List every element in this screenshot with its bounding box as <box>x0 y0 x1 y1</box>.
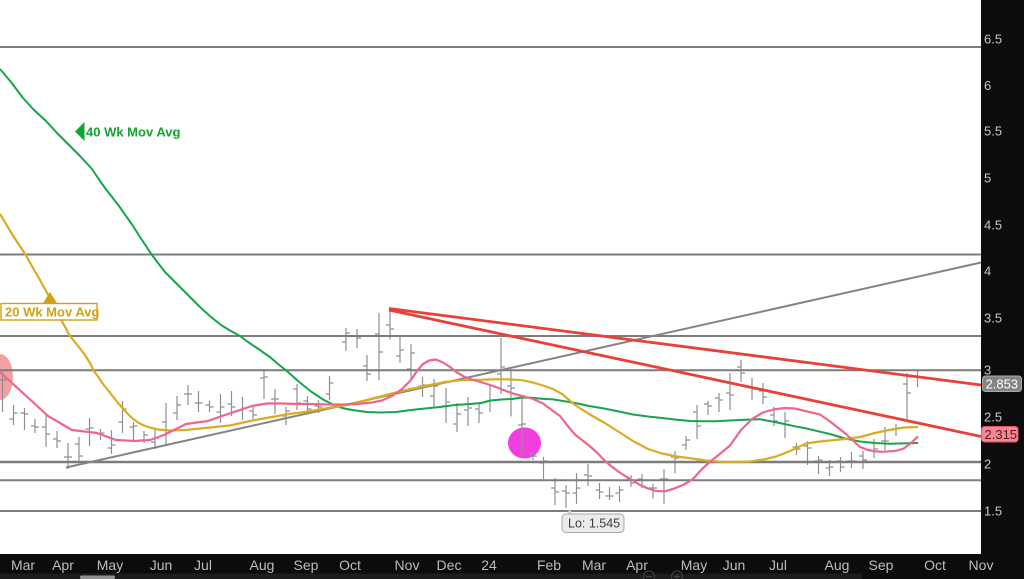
svg-text:Dec: Dec <box>437 557 462 573</box>
svg-text:Nov: Nov <box>395 557 420 573</box>
svg-text:3.5: 3.5 <box>984 311 1002 326</box>
svg-text:Sep: Sep <box>294 557 319 573</box>
svg-text:Aug: Aug <box>250 557 275 573</box>
svg-text:Apr: Apr <box>52 557 74 573</box>
svg-text:Jun: Jun <box>150 557 173 573</box>
svg-text:Oct: Oct <box>339 557 361 573</box>
svg-text:6.5: 6.5 <box>984 32 1002 47</box>
svg-text:24: 24 <box>481 557 497 573</box>
svg-text:Aug: Aug <box>825 557 850 573</box>
svg-text:Jul: Jul <box>769 557 787 573</box>
svg-text:Mar: Mar <box>11 557 35 573</box>
svg-text:5: 5 <box>984 171 991 186</box>
svg-text:May: May <box>97 557 123 573</box>
svg-text:Apr: Apr <box>626 557 648 573</box>
svg-text:20 Wk Mov Avg: 20 Wk Mov Avg <box>5 305 99 320</box>
svg-text:May: May <box>681 557 707 573</box>
svg-text:2.853: 2.853 <box>986 377 1019 392</box>
svg-text:Mar: Mar <box>582 557 606 573</box>
svg-text:4: 4 <box>984 264 991 279</box>
svg-text:40 Wk Mov Avg: 40 Wk Mov Avg <box>86 125 180 140</box>
svg-text:Oct: Oct <box>924 557 946 573</box>
svg-text:Jul: Jul <box>194 557 212 573</box>
svg-text:5.5: 5.5 <box>984 124 1002 139</box>
svg-text:Lo: 1.545: Lo: 1.545 <box>568 517 620 531</box>
svg-text:Sep: Sep <box>869 557 894 573</box>
svg-text:3: 3 <box>984 363 991 378</box>
svg-text:Jun: Jun <box>723 557 746 573</box>
svg-text:2.315: 2.315 <box>985 427 1018 442</box>
svg-text:2: 2 <box>984 457 991 472</box>
svg-text:6: 6 <box>984 78 991 93</box>
svg-text:Nov: Nov <box>969 557 994 573</box>
svg-text:4.5: 4.5 <box>984 218 1002 233</box>
svg-text:1.5: 1.5 <box>984 504 1002 519</box>
svg-text:2.5: 2.5 <box>984 410 1002 425</box>
svg-text:Feb: Feb <box>537 557 561 573</box>
